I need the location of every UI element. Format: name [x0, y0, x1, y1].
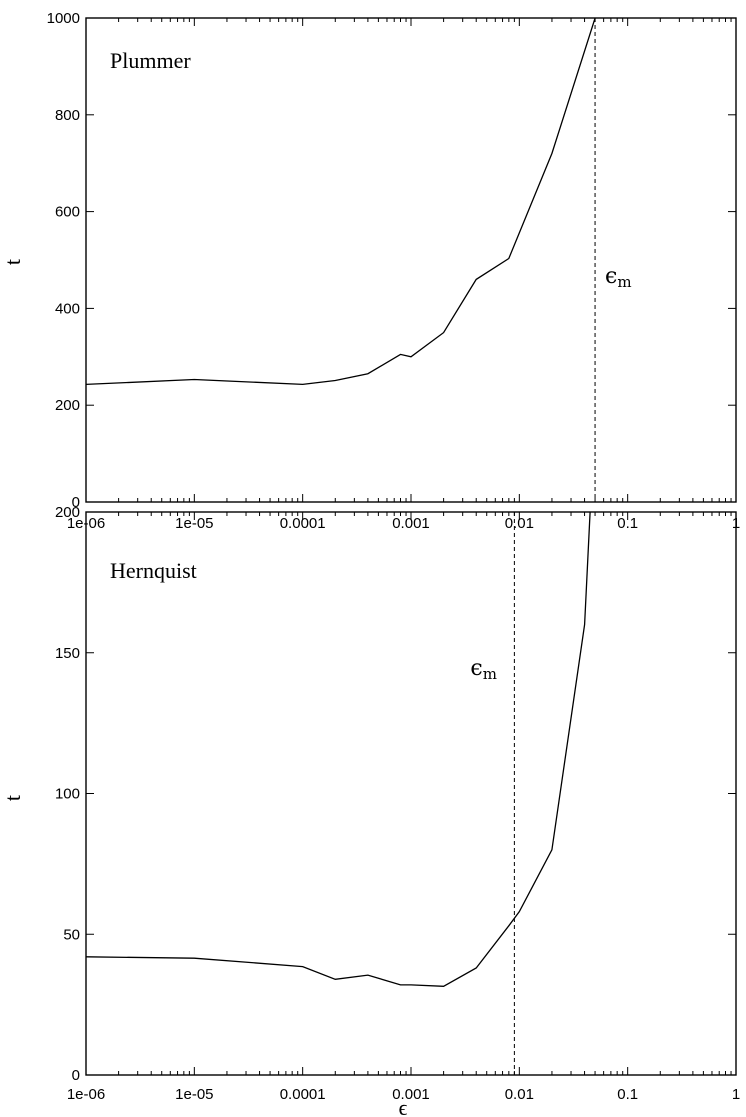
y-tick-label: 100	[55, 786, 80, 803]
x-tick-label: 0.0001	[280, 1086, 326, 1103]
y-axis-label: t	[0, 795, 25, 801]
y-tick-label: 600	[55, 204, 80, 221]
y-tick-label: 800	[55, 107, 80, 124]
panel-title: Hernquist	[110, 558, 197, 583]
plummer-panel: 1e-06 1e-05 0.0001 0.001 0.01 0.1 102004006008…	[0, 10, 740, 532]
epsilon-m-subscript: m	[483, 665, 497, 683]
epsilon-m-label: ϵm	[605, 264, 632, 291]
series-line	[86, 18, 596, 386]
y-tick-label: 0	[72, 1067, 80, 1084]
epsilon-m-symbol: ϵ	[470, 656, 482, 681]
x-axis-label: ϵ	[399, 1095, 408, 1117]
epsilon-m-symbol: ϵ	[605, 264, 617, 289]
y-tick-label: 1000	[47, 10, 80, 27]
y-tick-label: 200	[55, 397, 80, 414]
panel-title: Plummer	[110, 48, 191, 73]
x-tick-label: 1e-06	[67, 1086, 105, 1103]
y-axis-label: t	[0, 259, 25, 265]
series-line	[86, 512, 591, 987]
x-tick-label: 0.001	[392, 515, 430, 532]
plot-frame	[85, 511, 737, 1076]
x-tick-label: 0.01	[505, 1086, 534, 1103]
x-tick-label: 1e-05	[175, 515, 213, 532]
x-tick-label: 1e-05	[175, 1086, 213, 1103]
y-tick-label: 0	[72, 494, 80, 511]
epsilon-m-subscript: m	[617, 273, 631, 291]
x-tick-label: 0.1	[617, 515, 638, 532]
x-tick-label: 0.1	[617, 1086, 638, 1103]
y-tick-label: 150	[55, 645, 80, 662]
epsilon-m-label: ϵm	[470, 656, 497, 683]
x-tick-label: 0.0001	[280, 515, 326, 532]
x-tick-label: 0.001	[392, 1086, 430, 1103]
hernquist-panel: 1e-06 1e-05 0.0001 0.001 0.01 0.1 1 0 50 100 150 20…	[0, 504, 740, 1117]
plot-frame	[85, 17, 737, 503]
y-tick-label: 50	[63, 926, 80, 943]
x-tick-label: 1	[732, 1086, 740, 1103]
x-tick-label: 0.01	[505, 515, 534, 532]
y-tick-label: 400	[55, 300, 80, 317]
y-tick-label: 200	[55, 504, 80, 521]
